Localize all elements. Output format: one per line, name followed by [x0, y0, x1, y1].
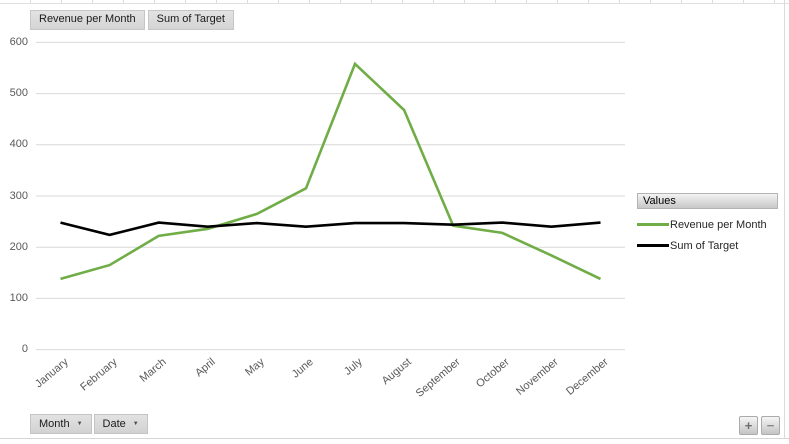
field-button-revenue-per-month[interactable]: Revenue per Month — [30, 10, 145, 30]
y-axis-tick-label: 0 — [21, 343, 28, 356]
legend-line-swatch — [637, 223, 669, 226]
zoom-in-button[interactable]: + — [739, 416, 758, 435]
y-axis-tick-label: 400 — [9, 138, 28, 151]
legend-line-swatch — [637, 244, 669, 247]
legend-item: Sum of Target — [637, 235, 778, 256]
axis-field-button-month-label: Month — [39, 418, 70, 430]
series-line-sum-of-target — [60, 221, 601, 237]
field-button-sum-of-target[interactable]: Sum of Target — [147, 10, 234, 30]
legend-item-label: Sum of Target — [670, 239, 739, 252]
legend-items: Revenue per Month Sum of Target — [637, 209, 778, 256]
legend-item-label: Revenue per Month — [670, 218, 767, 231]
y-axis-tick-label: 200 — [9, 240, 28, 253]
series-line-revenue-per-month — [60, 61, 602, 281]
window-border-right — [784, 0, 785, 439]
axis-field-button-date-label: Date — [102, 418, 126, 430]
dropdown-arrow-icon: ▼ — [132, 421, 139, 427]
dropdown-arrow-icon: ▼ — [76, 421, 83, 427]
window-border-bottom — [0, 438, 789, 439]
value-field-buttons: Revenue per Month Sum of Target — [30, 10, 234, 30]
y-axis-tick-label: 600 — [9, 35, 28, 48]
legend-item: Revenue per Month — [637, 214, 778, 235]
zoom-out-button[interactable]: − — [761, 416, 780, 435]
axis-field-button-date[interactable]: Date ▼ — [93, 414, 148, 434]
axis-field-button-month[interactable]: Month ▼ — [30, 414, 92, 434]
y-axis-tick-label: 100 — [9, 291, 28, 304]
zoom-controls: + − — [739, 416, 780, 435]
y-axis-tick-label: 300 — [9, 189, 28, 202]
axis-field-buttons: Month ▼ Date ▼ — [30, 414, 148, 434]
chart-legend: Values Revenue per Month Sum of Target — [637, 193, 778, 256]
legend-field-button-values[interactable]: Values — [637, 193, 778, 209]
y-axis-tick-label: 500 — [9, 87, 28, 100]
spreadsheet-row-edge — [0, 0, 789, 4]
